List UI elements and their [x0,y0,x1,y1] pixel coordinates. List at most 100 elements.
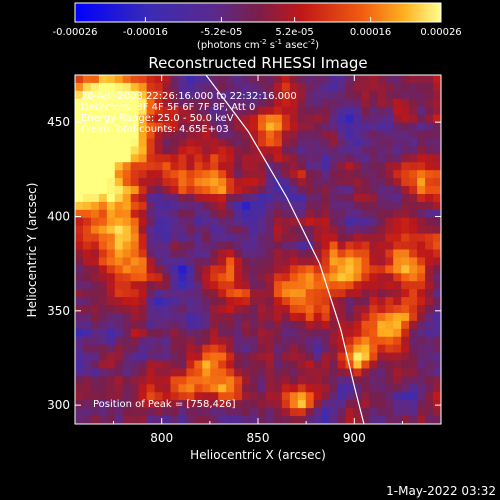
heatmap-cell [401,178,410,187]
heatmap-cell [433,193,441,203]
heatmap-cell [361,146,370,155]
heatmap-cell [337,408,347,417]
heatmap-cell [425,209,434,219]
heatmap-cell [202,209,211,219]
heatmap-cell [433,384,441,393]
heatmap-cell [106,106,116,116]
heatmap-cell [250,193,259,203]
heatmap-cell [194,201,203,211]
heatmap-cell [90,90,100,100]
heatmap-cell [369,170,378,179]
heatmap-cell [258,186,267,195]
heatmap-cell [265,273,275,282]
heatmap-cell [393,193,402,203]
heatmap-cell [170,360,180,370]
heatmap-cell [122,416,132,424]
heatmap-cell [297,209,307,219]
heatmap-cell [273,209,283,219]
heatmap-cell [409,209,418,219]
heatmap-cell [313,376,323,385]
heatmap-cell [305,376,315,385]
heatmap-cell [337,281,347,290]
heatmap-cell [210,408,219,417]
heatmap-cell [401,360,410,370]
heatmap-cell [114,360,124,370]
heatmap-cell [258,193,267,203]
heatmap-cell [297,201,307,211]
heatmap-cell [361,75,370,84]
heatmap-cell [178,416,187,424]
heatmap-cell [234,289,243,298]
heatmap-cell [258,209,267,219]
heatmap-cell [194,209,203,219]
heatmap-cell [289,178,299,187]
heatmap-cell [313,249,323,259]
heatmap-cell [258,178,267,187]
heatmap-cell [194,225,203,235]
heatmap-cell [250,249,259,259]
heatmap-cell [250,106,259,116]
heatmap-cell [162,384,172,393]
heatmap-cell [98,312,108,322]
heatmap-cell [258,281,267,290]
heatmap-cell [162,217,172,227]
heatmap-cell [146,193,156,203]
heatmap-cell [250,225,259,235]
heatmap-cell [425,400,434,409]
heatmap-cell [289,336,299,346]
heatmap-cell [281,178,291,187]
heatmap-cell [377,75,386,84]
heatmap-cell [353,146,363,155]
heatmap-cell [281,225,291,235]
heatmap-cell [218,98,227,108]
heatmap-cell [170,146,180,155]
heatmap-cell [162,297,172,306]
heatmap-cell [210,368,219,378]
heatmap-cell [178,265,187,274]
heatmap-cell [178,328,187,338]
heatmap-cell [289,320,299,330]
heatmap-cell [146,106,156,116]
heatmap-cell [265,225,275,235]
heatmap-cell [258,265,267,274]
heatmap-cell [106,265,116,274]
heatmap-cell [210,400,219,409]
heatmap-cell [82,98,92,108]
heatmap-cell [417,289,426,298]
heatmap-cell [154,384,164,393]
heatmap-cell [337,209,347,219]
heatmap-cell [258,90,267,100]
heatmap-cell [194,233,203,243]
heatmap-cell [170,122,180,132]
heatmap-cell [281,114,291,124]
heatmap-cell [138,368,148,378]
heatmap-cell [265,320,275,330]
heatmap-cell [297,336,307,346]
heatmap-cell [361,289,370,298]
heatmap-cell [162,305,172,314]
heatmap-cell [138,178,148,187]
heatmap-cell [130,328,140,338]
heatmap-cell [226,186,235,195]
heatmap-cell [122,82,132,92]
heatmap-cell [289,162,299,171]
heatmap-cell [385,392,394,401]
heatmap-cell [417,273,426,282]
heatmap-cell [90,249,100,259]
heatmap-cell [369,225,378,235]
heatmap-cell [281,392,291,401]
heatmap-cell [250,257,259,266]
heatmap-cell [90,130,100,140]
heatmap-cell [425,408,434,417]
heatmap-cell [281,265,291,274]
heatmap-cell [114,75,124,84]
heatmap-cell [337,162,347,171]
heatmap-cell [106,186,116,195]
heatmap-cell [170,193,180,203]
heatmap-cell [409,281,418,290]
heatmap-cell [345,193,355,203]
heatmap-cell [242,400,251,409]
heatmap-cell [194,122,203,132]
heatmap-cell [210,138,219,147]
heatmap-cell [425,98,434,108]
